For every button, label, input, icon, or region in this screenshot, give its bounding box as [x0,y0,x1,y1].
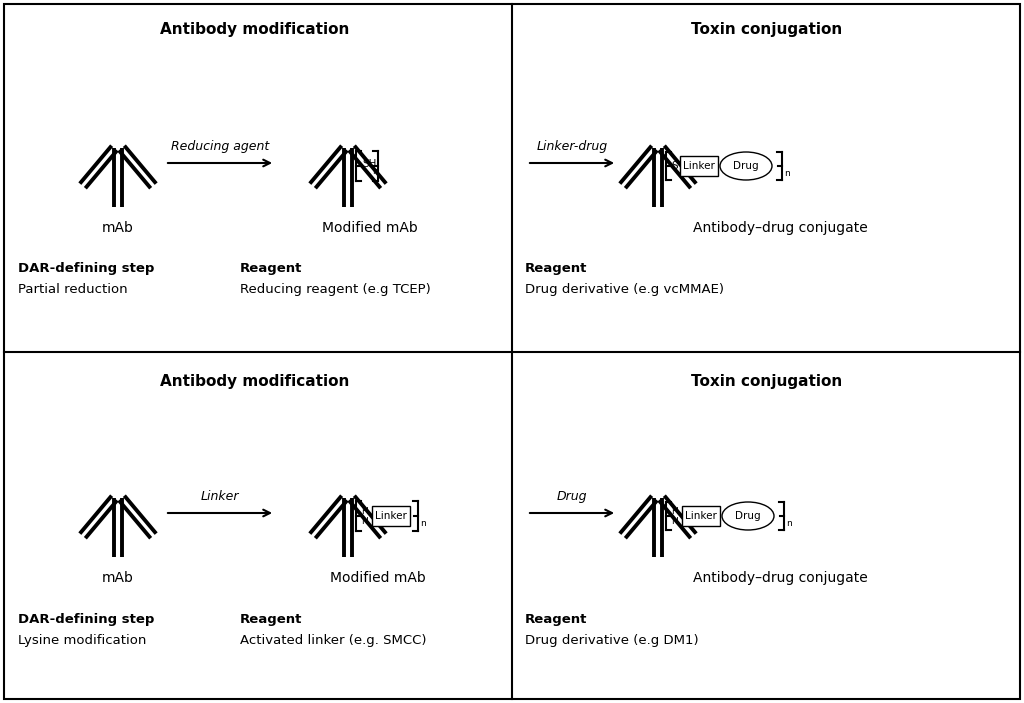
Text: mAb: mAb [102,571,134,585]
Text: Antibody modification: Antibody modification [161,374,349,389]
Text: Drug derivative (e.g DM1): Drug derivative (e.g DM1) [525,634,698,647]
Text: Lysine modification: Lysine modification [18,634,146,647]
Text: Drug: Drug [735,511,761,521]
Text: Reducing reagent (e.g TCEP): Reducing reagent (e.g TCEP) [240,283,431,296]
Text: Modified mAb: Modified mAb [330,571,426,585]
Text: Antibody modification: Antibody modification [161,22,349,37]
Text: Linker: Linker [685,511,717,521]
Text: Reagent: Reagent [525,262,588,275]
Text: N: N [671,517,678,526]
Text: S: S [671,161,678,171]
Text: Toxin conjugation: Toxin conjugation [691,374,843,389]
Text: N: N [361,517,368,526]
Text: Partial reduction: Partial reduction [18,283,128,296]
Text: Modified mAb: Modified mAb [323,221,418,235]
Text: Toxin conjugation: Toxin conjugation [691,22,843,37]
Bar [682,506,720,526]
Bar [372,506,410,526]
Text: DAR-defining step: DAR-defining step [18,613,155,626]
Text: Reducing agent: Reducing agent [171,140,269,153]
Text: Antibody–drug conjugate: Antibody–drug conjugate [692,221,867,235]
Text: n: n [372,167,378,176]
Text: H: H [361,506,368,515]
Ellipse shape [720,152,772,180]
Text: Linker-drug: Linker-drug [537,140,607,153]
Text: SH: SH [362,159,377,169]
Text: Reagent: Reagent [525,613,588,626]
Bar [680,156,718,176]
Text: Activated linker (e.g. SMCC): Activated linker (e.g. SMCC) [240,634,427,647]
Text: Drug derivative (e.g vcMMAE): Drug derivative (e.g vcMMAE) [525,283,724,296]
Text: Reagent: Reagent [240,613,302,626]
Text: n: n [784,169,790,179]
Text: mAb: mAb [102,221,134,235]
Text: n: n [420,520,426,529]
Text: Linker: Linker [683,161,715,171]
Text: Drug: Drug [733,161,759,171]
Text: Antibody–drug conjugate: Antibody–drug conjugate [692,571,867,585]
Text: Drug: Drug [557,490,587,503]
Text: Linker: Linker [375,511,407,521]
Text: Linker: Linker [201,490,240,503]
Text: Reagent: Reagent [240,262,302,275]
Text: DAR-defining step: DAR-defining step [18,262,155,275]
Text: H: H [671,506,678,515]
Ellipse shape [722,502,774,530]
Text: n: n [786,520,792,529]
